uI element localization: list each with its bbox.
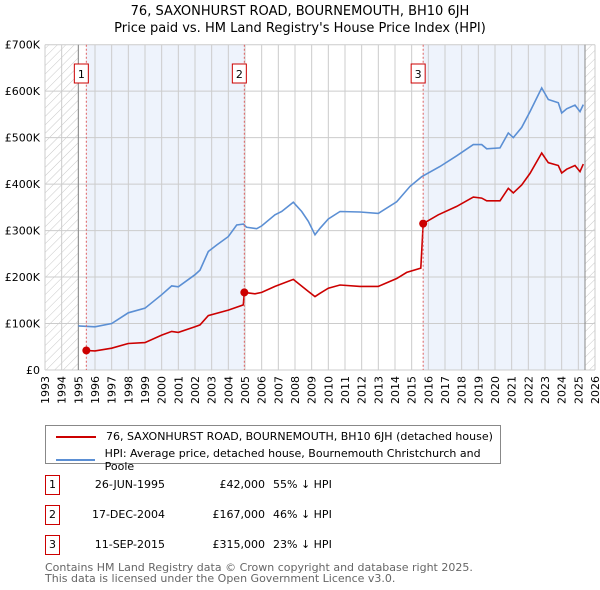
sale-number: 3 [45,535,60,555]
x-tick-label: 1999 [139,376,152,404]
x-tick-label: 2018 [456,376,469,404]
x-tick-label: 2010 [322,376,335,404]
x-tick-label: 2023 [539,376,552,404]
chart-title: 76, SAXONHURST ROAD, BOURNEMOUTH, BH10 6… [130,4,470,19]
sale-price: £42,000 [219,478,266,491]
x-tick-label: 2026 [589,376,600,404]
sale-label-box [73,63,89,84]
sale-row: 2 17-DEC-2004 £167,000 46% ↓ HPI [45,505,465,525]
chart-subtitle: Price paid vs. HM Land Registry's House … [114,21,486,36]
sale-price: £315,000 [212,538,266,551]
x-tick-label: 2002 [189,376,202,404]
x-tick-label: 2015 [406,376,419,404]
x-tick-label: 1993 [39,376,52,404]
x-tick-label: 1997 [106,376,119,404]
sale-point-marker [419,219,428,228]
x-tick-label: 2008 [289,376,302,404]
y-tick-label: £200K [5,271,41,284]
x-tick-label: 1995 [72,376,85,404]
x-tick-label: 2003 [206,376,219,404]
chart-legend: 76, SAXONHURST ROAD, BOURNEMOUTH, BH10 6… [45,425,501,473]
sale-number: 2 [45,505,60,525]
legend-swatch-hpi [56,459,95,461]
sale-label-number: 2 [236,68,243,81]
hatched-no-data-region [585,44,595,370]
x-tick-label: 2005 [239,376,252,404]
y-tick-label: £300K [5,225,41,238]
footer-copyright: Contains HM Land Registry data © Crown c… [45,561,473,574]
sale-number: 1 [45,475,60,495]
x-tick-label: 2017 [439,376,452,404]
x-tick-label: 1996 [89,376,102,404]
x-tick-label: 2024 [556,376,569,404]
y-tick-label: £100K [5,318,41,331]
x-tick-label: 2011 [339,376,352,404]
legend-item-hpi: HPI: Average price, detached house, Bour… [56,447,500,473]
x-tick-label: 2004 [222,376,235,404]
x-tick-label: 1994 [56,376,69,404]
sale-point-marker [240,288,249,297]
sale-date: 26-JUN-1995 [94,478,165,491]
sale-hpi-diff: 46% ↓ HPI [273,508,332,521]
sale-hpi-diff: 55% ↓ HPI [273,478,332,491]
hpi-line [78,86,585,328]
x-tick-label: 2006 [256,376,269,404]
x-tick-label: 2007 [272,376,285,404]
price-chart: 1 2 3 1993 1994 1995 1996 1997 1998 1999 2000 2001 2… [5,39,600,404]
legend-swatch-property [56,435,96,438]
sale-label-box [410,63,426,84]
legend-label-hpi: HPI: Average price, detached house, Bour… [104,447,481,473]
x-tick-label: 2009 [306,376,319,404]
x-tick-label: 2020 [489,376,502,404]
sale-row: 3 11-SEP-2015 £315,000 23% ↓ HPI [45,535,465,555]
legend-label-property: 76, SAXONHURST ROAD, BOURNEMOUTH, BH10 6… [106,430,493,443]
shaded-period [86,44,245,370]
x-tick-label: 1998 [122,376,135,404]
x-tick-label: 2022 [522,376,535,404]
x-tick-label: 2013 [372,376,385,404]
property-price-line [86,151,585,352]
x-tick-label: 2019 [472,376,485,404]
x-tick-label: 2000 [156,376,169,404]
sale-label-box [231,63,247,84]
sale-point-marker [82,346,91,355]
y-tick-label: £700K [5,39,41,52]
sale-row: 1 26-JUN-1995 £42,000 55% ↓ HPI [45,475,465,495]
legend-item-property: 76, SAXONHURST ROAD, BOURNEMOUTH, BH10 6… [56,430,493,443]
shaded-period [423,44,585,370]
y-tick-label: £400K [5,178,41,191]
footer-licence: This data is licensed under the Open Gov… [45,572,396,585]
sale-date: 17-DEC-2004 [91,508,165,521]
x-tick-label: 2025 [572,376,585,404]
x-tick-label: 2012 [356,376,369,404]
x-tick-label: 2001 [172,376,185,404]
x-tick-label: 2014 [389,376,402,404]
x-tick-label: 2016 [422,376,435,404]
x-tick-label: 2021 [506,376,519,404]
y-tick-label: £0 [26,364,40,377]
sale-hpi-diff: 23% ↓ HPI [273,538,332,551]
y-tick-label: £500K [5,132,41,145]
sale-date: 11-SEP-2015 [94,538,165,551]
sale-label-number: 3 [415,68,422,81]
sale-label-number: 1 [78,68,85,81]
y-tick-label: £600K [5,85,41,98]
sale-price: £167,000 [212,508,266,521]
